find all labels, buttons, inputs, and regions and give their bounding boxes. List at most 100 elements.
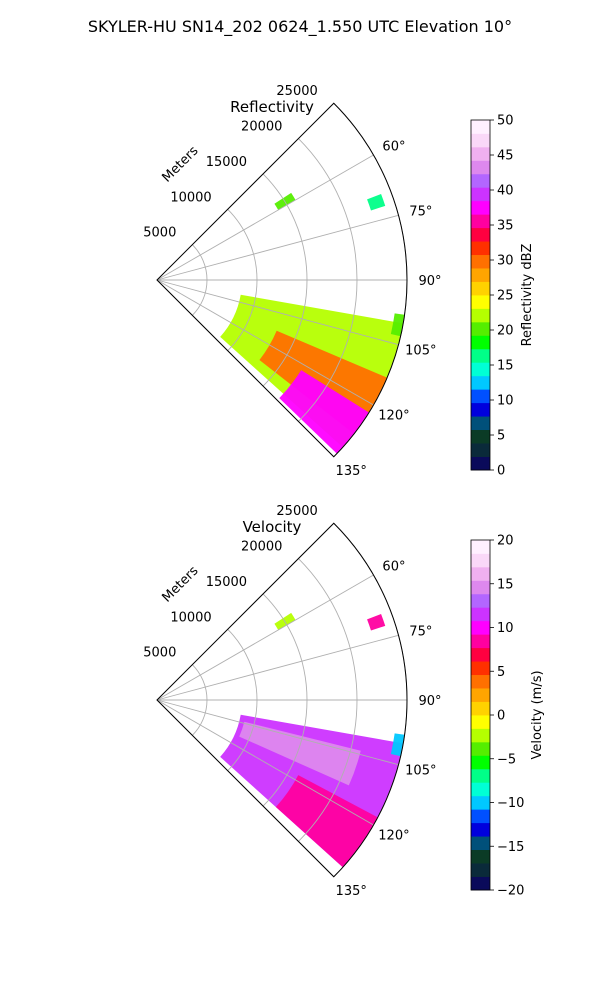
colorbar-tick-label: −10	[497, 796, 524, 811]
colorbar-tick-label: −15	[497, 840, 524, 855]
velocity-colorbar-label: Velocity (m/s)	[530, 670, 545, 759]
colorbar-segment	[471, 227, 490, 242]
colorbar-segment	[471, 362, 490, 377]
range-tick-label: 25000	[276, 84, 317, 99]
colorbar-segment	[471, 187, 490, 202]
echo-region	[390, 733, 405, 757]
colorbar-tick-label: 25	[497, 289, 514, 304]
colorbar-segment	[471, 701, 490, 716]
colorbar-segment	[471, 647, 490, 662]
colorbar-tick-label: 40	[497, 184, 514, 199]
range-tick-label: 15000	[206, 155, 247, 170]
colorbar-tick-label: 35	[497, 219, 514, 234]
colorbar-segment	[471, 553, 490, 568]
azimuth-tick-label: 60°	[382, 140, 405, 155]
colorbar-segment	[471, 876, 490, 891]
range-tick-label: 25000	[276, 504, 317, 519]
velocity-colorbar: −20 −15 −10 −5 0 5 10 15 20	[470, 534, 524, 899]
colorbar-segment	[471, 634, 490, 649]
range-tick-label: 10000	[170, 610, 211, 625]
colorbar-segment	[471, 768, 490, 783]
range-tick-label: 20000	[241, 120, 282, 135]
colorbar-segment	[471, 782, 490, 797]
colorbar-segment	[471, 146, 490, 161]
colorbar-segment	[471, 688, 490, 702]
azimuth-tick-label: 90°	[418, 274, 441, 289]
sector-outline	[156, 522, 408, 878]
colorbar-segment	[471, 566, 490, 581]
colorbar-segment	[471, 200, 490, 215]
azimuth-gridline	[156, 214, 399, 281]
velocity-range-label: Meters	[160, 563, 202, 605]
colorbar-segment	[471, 389, 490, 404]
colorbar-segment	[471, 443, 490, 457]
colorbar-segment	[471, 348, 490, 363]
colorbar-tick-label: 5	[497, 665, 505, 680]
azimuth-tick-label: 75°	[409, 624, 432, 639]
velocity-panel: Velocity Meters 60° 75° 90° 105° 120° 135° 500…	[143, 504, 545, 899]
reflectivity-title: Reflectivity	[230, 98, 314, 116]
colorbar-segment	[471, 281, 490, 296]
colorbar-segment	[471, 402, 490, 417]
colorbar-segment	[471, 214, 490, 229]
figure-title: SKYLER-HU SN14_202 0624_1.550 UTC Elevat…	[88, 17, 512, 37]
colorbar-segment	[471, 321, 490, 336]
colorbar-segment	[471, 375, 490, 390]
colorbar-tick-label: 5	[497, 429, 505, 444]
azimuth-tick-label: 120°	[378, 829, 409, 844]
range-tick-label: 20000	[241, 540, 282, 555]
reflectivity-colorbar: 0 5 10 15 20 25 30 35 40 45 50	[470, 114, 514, 479]
colorbar-tick-label: 20	[497, 324, 514, 339]
colorbar-segment	[471, 429, 490, 444]
reflectivity-panel: Reflectivity Meters 60° 75° 90° 105° 120° 135…	[143, 84, 535, 479]
colorbar-segment	[471, 755, 490, 770]
colorbar-tick-label: 10	[497, 621, 514, 636]
azimuth-tick-label: 105°	[405, 344, 436, 359]
colorbar-tick-label: 15	[497, 577, 514, 592]
echo-region	[279, 370, 370, 454]
azimuth-tick-label: 60°	[382, 560, 405, 575]
colorbar-tick-label: −20	[497, 884, 524, 899]
range-tick-label: 5000	[143, 226, 176, 241]
range-tick-label: 5000	[143, 646, 176, 661]
colorbar-tick-label: 15	[497, 359, 514, 374]
velocity-plot: 60° 75° 90° 105° 120° 135° 5000 10000 15000 20000…	[143, 504, 441, 899]
colorbar-segment	[471, 674, 490, 689]
colorbar-segment	[471, 795, 490, 810]
azimuth-tick-label: 105°	[405, 764, 436, 779]
colorbar-segment	[471, 728, 490, 743]
colorbar-segment	[471, 456, 490, 471]
azimuth-tick-label: 135°	[336, 884, 367, 899]
azimuth-gridline	[156, 154, 374, 281]
colorbar-segment	[471, 836, 490, 851]
colorbar-tick-label: 50	[497, 114, 514, 129]
colorbar-tick-label: 45	[497, 149, 514, 164]
range-tick-label: 15000	[206, 575, 247, 590]
velocity-title: Velocity	[243, 518, 302, 536]
colorbar-segment	[471, 849, 490, 864]
reflectivity-range-label: Meters	[160, 143, 202, 185]
echo-region	[367, 193, 386, 211]
colorbar-tick-label: −5	[497, 752, 516, 767]
colorbar-segment	[471, 254, 490, 269]
colorbar-segment	[471, 133, 490, 148]
echo-region	[239, 721, 361, 786]
azimuth-tick-label: 120°	[378, 409, 409, 424]
echo-region	[275, 775, 378, 868]
range-tick-label: 10000	[170, 190, 211, 205]
colorbar-segment	[471, 241, 490, 256]
azimuth-tick-label: 135°	[336, 464, 367, 479]
azimuth-gridline	[156, 279, 399, 346]
colorbar-segment	[471, 173, 490, 188]
azimuth-gridline	[156, 279, 374, 406]
colorbar-segment	[471, 593, 490, 608]
colorbar-segment	[471, 268, 490, 282]
colorbar-segment	[471, 308, 490, 323]
colorbar-tick-label: 30	[497, 254, 514, 269]
colorbar-segment	[471, 607, 490, 622]
azimuth-gridline	[156, 699, 399, 766]
azimuth-tick-label: 90°	[418, 694, 441, 709]
echo-region	[367, 613, 386, 631]
colorbar-tick-label: 10	[497, 394, 514, 409]
